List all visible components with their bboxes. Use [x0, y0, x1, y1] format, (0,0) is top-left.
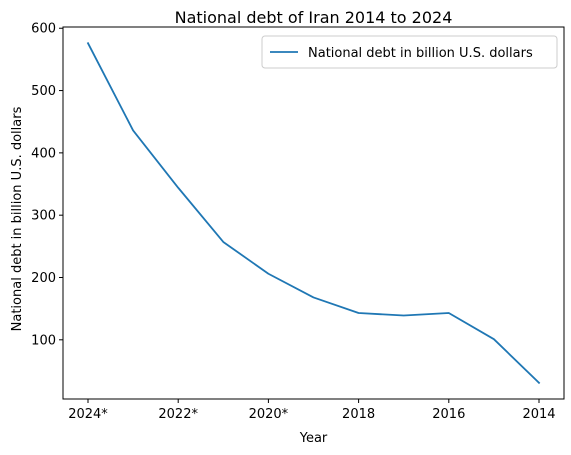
x-axis-ticks: 2024* 2022* 2020* 2018 2016 2014 — [68, 399, 556, 422]
y-tick-label: 200 — [31, 271, 56, 286]
y-tick-label: 500 — [31, 84, 56, 99]
y-tick-label: 600 — [31, 22, 56, 37]
series-line — [86, 41, 541, 385]
legend-label: National debt in billion U.S. dollars — [308, 46, 533, 61]
x-tick-label: 2024* — [68, 407, 108, 422]
y-axis-title: National debt in billion U.S. dollars — [10, 106, 25, 331]
y-tick-label: 300 — [31, 209, 56, 224]
plot-frame — [62, 26, 565, 400]
x-tick-label: 2016 — [432, 407, 465, 422]
chart-title: National debt of Iran 2014 to 2024 — [175, 8, 453, 27]
x-tick-label: 2022* — [158, 407, 198, 422]
y-axis-ticks: 100 200 300 400 500 600 — [31, 22, 63, 348]
x-tick-label: 2018 — [342, 407, 375, 422]
legend-box — [261, 35, 558, 69]
x-axis-title: Year — [299, 431, 328, 446]
x-tick-label: 2014 — [522, 407, 555, 422]
x-tick-label: 2020* — [249, 407, 289, 422]
series-layer — [86, 41, 541, 385]
legend: National debt in billion U.S. dollars — [261, 35, 558, 69]
y-tick-label: 400 — [31, 146, 56, 161]
y-tick-label: 100 — [31, 333, 56, 348]
